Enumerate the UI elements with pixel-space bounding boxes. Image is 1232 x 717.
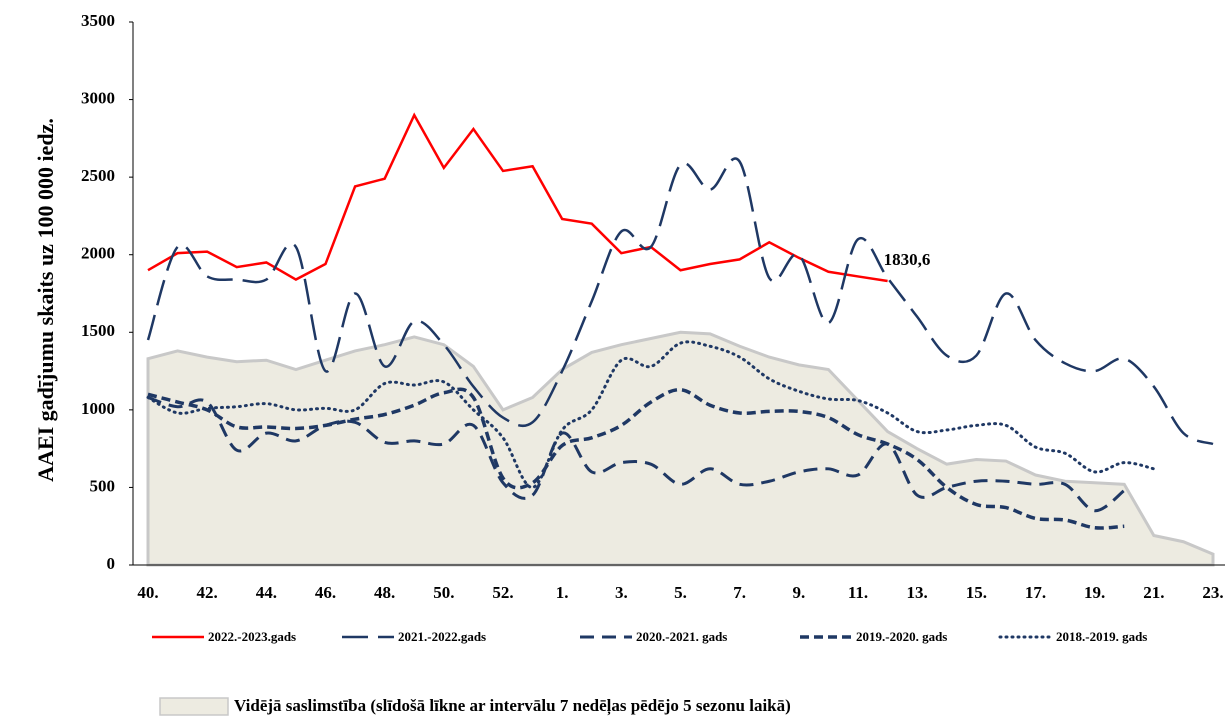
x-tick-label: 11. (848, 583, 868, 602)
x-tick-label: 5. (674, 583, 687, 602)
y-tick-label: 3000 (81, 88, 115, 107)
series-line (146, 157, 1214, 446)
y-tick-label: 2000 (81, 244, 115, 263)
x-tick-label: 50. (433, 583, 454, 602)
y-tick-label: 1500 (81, 321, 115, 340)
y-axis-title: AAEI gadījumu skaits uz 100 000 iedz. (33, 118, 58, 482)
series-line (146, 340, 1156, 489)
legend-label: 2019.-2020. gads (856, 629, 947, 644)
x-tick-label: 21. (1143, 583, 1164, 602)
y-tick-label: 2500 (81, 166, 115, 185)
y-tick-label: 3500 (81, 11, 115, 30)
x-tick-label: 7. (733, 583, 746, 602)
y-tick-label: 1000 (81, 399, 115, 418)
x-tick-label: 52. (492, 583, 513, 602)
x-tick-label: 3. (615, 583, 628, 602)
series-line (147, 387, 1125, 530)
legend-label: 2020.-2021. gads (636, 629, 727, 644)
x-tick-label: 40. (137, 583, 158, 602)
legend-swatch (159, 697, 229, 716)
average-area (146, 330, 1215, 567)
series-line (147, 112, 888, 283)
x-tick-label: 44. (256, 583, 277, 602)
y-tick-label: 500 (90, 476, 116, 495)
legend-label: 2022.-2023.gads (208, 629, 296, 644)
x-tick-label: 19. (1084, 583, 1105, 602)
x-tick-label: 48. (374, 583, 395, 602)
legend-label: 2018.-2019. gads (1056, 629, 1147, 644)
x-tick-label: 9. (792, 583, 805, 602)
x-tick-label: 13. (907, 583, 928, 602)
x-tick-label: 42. (197, 583, 218, 602)
x-tick-label: 46. (315, 583, 336, 602)
y-tick-label: 0 (107, 554, 116, 573)
value-label: 1830,6 (884, 250, 931, 269)
x-tick-label: 1. (556, 583, 569, 602)
series-line (147, 396, 1126, 513)
x-tick-label: 23. (1202, 583, 1223, 602)
x-tick-label: 15. (966, 583, 987, 602)
x-tick-label: 17. (1025, 583, 1046, 602)
legend-label: Vidējā saslimstība (slīdošā līkne ar int… (234, 696, 791, 716)
legend-label: 2021.-2022.gads (398, 629, 486, 644)
